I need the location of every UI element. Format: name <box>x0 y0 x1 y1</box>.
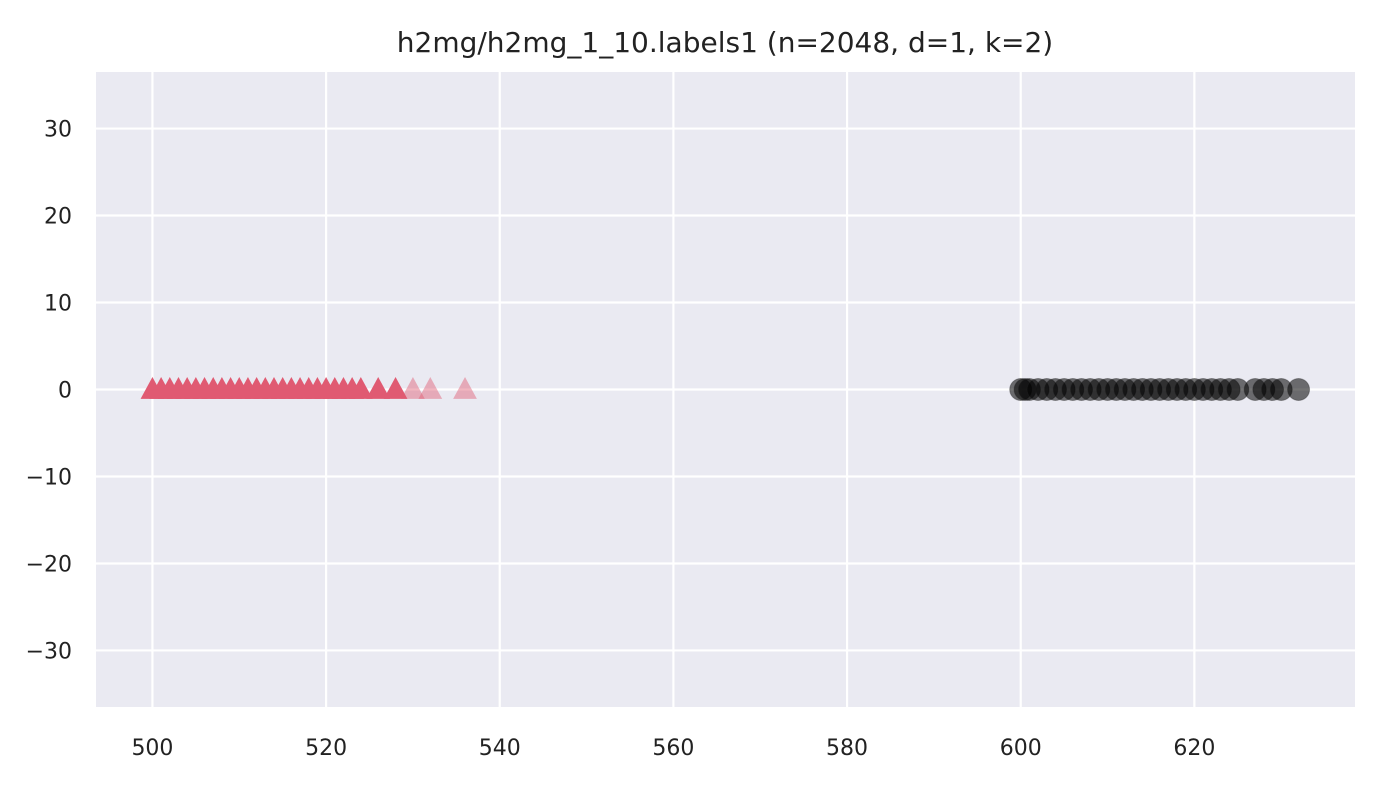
circle-point <box>1287 378 1311 401</box>
x-tick-label: 620 <box>1173 736 1215 761</box>
triangle-point <box>348 377 373 399</box>
y-tick-label: −30 <box>26 639 72 664</box>
x-tick-label: 500 <box>131 736 173 761</box>
y-tick-label: −20 <box>26 552 72 577</box>
y-tick-label: 0 <box>58 379 72 404</box>
triangle-point <box>383 377 408 399</box>
x-tick-label: 580 <box>826 736 868 761</box>
triangle-point <box>401 377 425 399</box>
x-tick-label: 600 <box>1000 736 1042 761</box>
triangle-point <box>418 377 443 399</box>
y-tick-label: 30 <box>44 118 72 143</box>
y-tick-label: 10 <box>44 292 72 317</box>
x-tick-label: 520 <box>305 736 347 761</box>
x-tick-label: 540 <box>479 736 521 761</box>
x-tick-label: 560 <box>652 736 694 761</box>
y-tick-label: −10 <box>26 465 72 490</box>
y-tick-label: 20 <box>44 205 72 230</box>
triangle-point <box>366 377 391 399</box>
chart-title: h2mg/h2mg_1_10.labels1 (n=2048, d=1, k=2… <box>397 26 1053 59</box>
triangle-point <box>453 377 477 399</box>
